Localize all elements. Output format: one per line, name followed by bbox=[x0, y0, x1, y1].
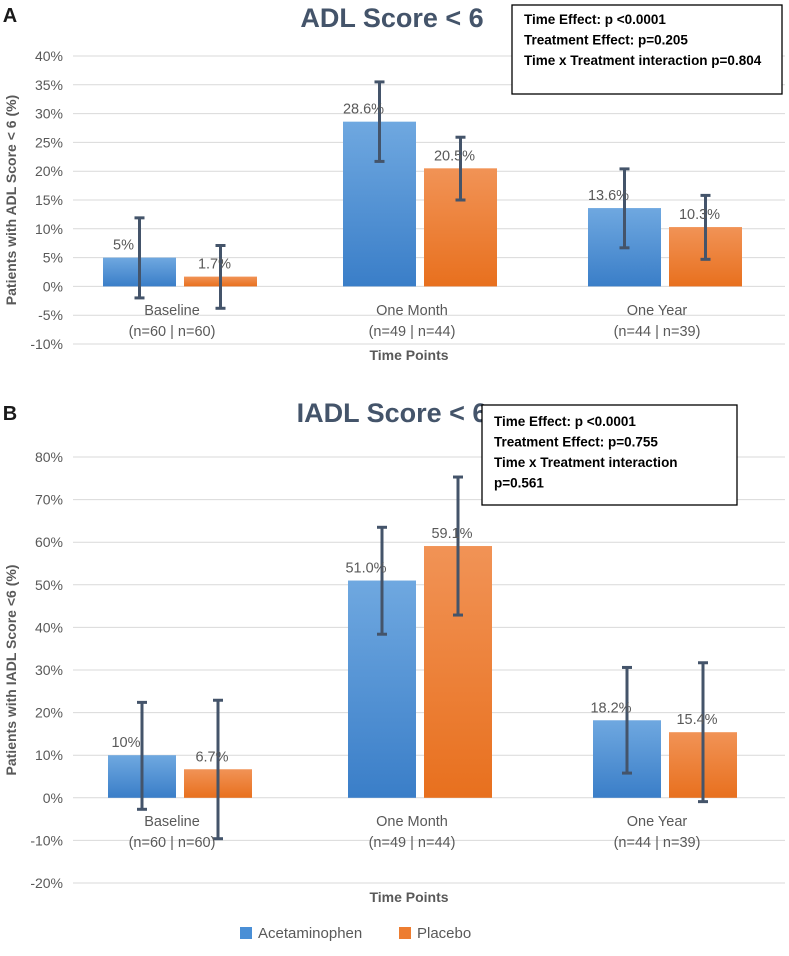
y-tick-label: 60% bbox=[35, 534, 63, 550]
series-placebo: 1.7% 20.5% 10.3% bbox=[184, 135, 742, 310]
y-tick-label: 20% bbox=[35, 705, 63, 721]
x-category-label: Baseline bbox=[144, 814, 200, 830]
series-placebo: 6.7% 59.1% 15.4% bbox=[184, 475, 737, 841]
legend-label-placebo: Placebo bbox=[417, 925, 471, 942]
x-category-label: One Year bbox=[627, 303, 688, 319]
y-axis-title: Patients with ADL Score < 6 (%) bbox=[3, 95, 19, 305]
y-tick-label: -10% bbox=[30, 832, 63, 848]
y-tick-label: 25% bbox=[35, 134, 63, 150]
y-axis-title: Patients with IADL Score <6 (%) bbox=[3, 565, 19, 776]
stats-line: Time x Treatment interaction bbox=[494, 455, 678, 470]
legend-label-acetaminophen: Acetaminophen bbox=[258, 925, 362, 942]
y-tick-label: 10% bbox=[35, 747, 63, 763]
data-label: 51.0% bbox=[345, 561, 386, 577]
y-tick-label: 30% bbox=[35, 662, 63, 678]
x-category-sublabel: (n=44 | n=39) bbox=[614, 324, 701, 340]
y-tick-label: -20% bbox=[30, 875, 63, 891]
stats-box bbox=[511, 4, 783, 95]
x-category-sublabel: (n=60 | n=60) bbox=[129, 835, 216, 851]
data-label: 15.4% bbox=[676, 712, 717, 728]
data-label: 13.6% bbox=[588, 188, 629, 204]
data-label: 59.1% bbox=[431, 526, 472, 542]
x-axis-title: Time Points bbox=[369, 347, 448, 363]
panel-letter: A bbox=[3, 5, 17, 27]
stats-line: Treatment Effect: p=0.755 bbox=[494, 435, 658, 450]
series-acetaminophen: 10% 51.0% 18.2% bbox=[108, 525, 661, 811]
data-label: 10.3% bbox=[679, 207, 720, 223]
stats-box bbox=[481, 404, 738, 506]
legend-swatch-placebo bbox=[399, 927, 411, 939]
y-tick-label: 0% bbox=[43, 790, 63, 806]
data-label: 10% bbox=[111, 735, 140, 751]
y-tick-label: 80% bbox=[35, 449, 63, 465]
data-label: 20.5% bbox=[434, 148, 475, 164]
data-label: 28.6% bbox=[343, 102, 384, 118]
chart-title: IADL Score < 6 bbox=[297, 398, 488, 428]
stats-line: Time Effect: p <0.0001 bbox=[524, 12, 666, 27]
x-category-label: Baseline bbox=[144, 303, 200, 319]
x-axis-title: Time Points bbox=[369, 889, 448, 905]
panel-a: A ADL Score < 6 40% 35% 30% 25% 20% 15% 10% 5% 0% -… bbox=[3, 3, 785, 363]
x-category-label: One Month bbox=[376, 303, 448, 319]
chart-title: ADL Score < 6 bbox=[300, 3, 483, 33]
stats-line: p=0.561 bbox=[494, 476, 544, 491]
y-tick-label: 0% bbox=[43, 278, 63, 294]
legend-swatch-acetaminophen bbox=[240, 927, 252, 939]
x-category-sublabel: (n=44 | n=39) bbox=[614, 835, 701, 851]
x-category-label: One Year bbox=[627, 814, 688, 830]
panel-letter: B bbox=[3, 403, 17, 425]
stats-line: Treatment Effect: p=0.205 bbox=[524, 33, 688, 48]
y-tick-label: 15% bbox=[35, 192, 63, 208]
y-tick-label: 35% bbox=[35, 77, 63, 93]
stats-line: Time Effect: p <0.0001 bbox=[494, 414, 636, 429]
y-tick-label: 40% bbox=[35, 619, 63, 635]
data-label: 6.7% bbox=[195, 749, 228, 765]
y-tick-label: 50% bbox=[35, 577, 63, 593]
legend: Acetaminophen Placebo bbox=[240, 925, 471, 942]
x-category-sublabel: (n=49 | n=44) bbox=[369, 324, 456, 340]
y-tick-label: 20% bbox=[35, 163, 63, 179]
y-tick-label: 70% bbox=[35, 492, 63, 508]
data-label: 5% bbox=[113, 238, 134, 254]
panel-b: B IADL Score < 6 80% 70% 60% 50% 40% 30% 20% 10% 0… bbox=[3, 398, 785, 905]
y-tick-label: 10% bbox=[35, 221, 63, 237]
y-tick-label: 40% bbox=[35, 48, 63, 64]
y-tick-label: 30% bbox=[35, 106, 63, 122]
stats-line: Time x Treatment interaction p=0.804 bbox=[524, 53, 762, 68]
data-label: 1.7% bbox=[198, 257, 231, 273]
x-category-label: One Month bbox=[376, 814, 448, 830]
x-category-sublabel: (n=49 | n=44) bbox=[369, 835, 456, 851]
x-category-sublabel: (n=60 | n=60) bbox=[129, 324, 216, 340]
y-tick-label: -10% bbox=[30, 336, 63, 352]
y-tick-label: 5% bbox=[43, 250, 63, 266]
series-acetaminophen: 5% 28.6% 13.6% bbox=[103, 80, 661, 300]
y-tick-label: -5% bbox=[38, 307, 63, 323]
data-label: 18.2% bbox=[590, 700, 631, 716]
